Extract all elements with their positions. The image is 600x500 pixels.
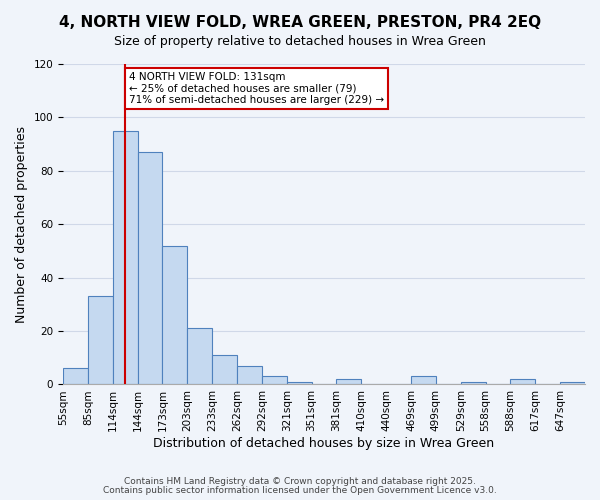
Bar [560, 382, 585, 384]
Bar [212, 355, 237, 384]
Bar [337, 379, 361, 384]
Bar [511, 379, 535, 384]
Y-axis label: Number of detached properties: Number of detached properties [15, 126, 28, 322]
Text: Size of property relative to detached houses in Wrea Green: Size of property relative to detached ho… [114, 35, 486, 48]
Bar [63, 368, 88, 384]
Bar [113, 131, 137, 384]
Bar [287, 382, 311, 384]
Bar [137, 152, 163, 384]
Bar [411, 376, 436, 384]
Text: Contains public sector information licensed under the Open Government Licence v3: Contains public sector information licen… [103, 486, 497, 495]
Text: Contains HM Land Registry data © Crown copyright and database right 2025.: Contains HM Land Registry data © Crown c… [124, 478, 476, 486]
Bar [163, 246, 187, 384]
Bar [187, 328, 212, 384]
Text: 4 NORTH VIEW FOLD: 131sqm
← 25% of detached houses are smaller (79)
71% of semi-: 4 NORTH VIEW FOLD: 131sqm ← 25% of detac… [129, 72, 384, 105]
Bar [237, 366, 262, 384]
Bar [461, 382, 485, 384]
Bar [262, 376, 287, 384]
Text: 4, NORTH VIEW FOLD, WREA GREEN, PRESTON, PR4 2EQ: 4, NORTH VIEW FOLD, WREA GREEN, PRESTON,… [59, 15, 541, 30]
X-axis label: Distribution of detached houses by size in Wrea Green: Distribution of detached houses by size … [154, 437, 494, 450]
Bar [88, 296, 113, 384]
